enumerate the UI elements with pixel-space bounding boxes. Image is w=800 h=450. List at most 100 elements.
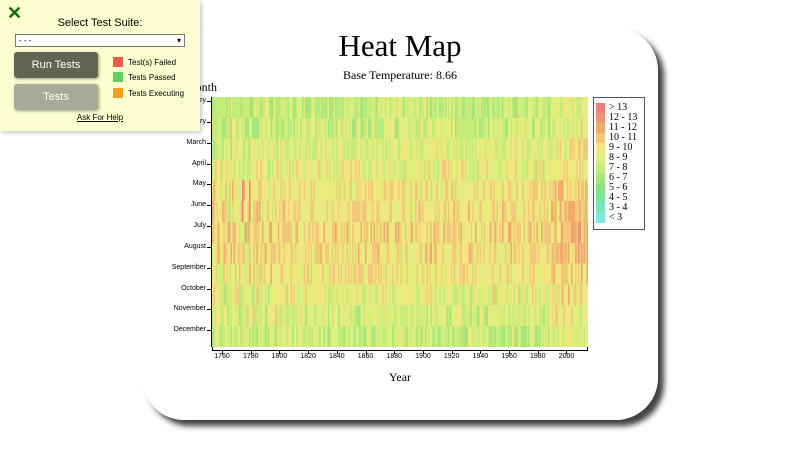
heat-cell: [373, 201, 376, 223]
heat-cell: [486, 326, 489, 347]
heat-cell: [222, 305, 224, 327]
heat-cell: [499, 97, 502, 119]
heat-cell: [294, 201, 297, 223]
heat-cell: [253, 305, 256, 327]
heat-cell: [233, 180, 236, 202]
heat-cell: [220, 97, 223, 119]
heat-cell: [276, 222, 279, 244]
heat-cell: [386, 222, 389, 244]
heat-cell: [430, 222, 433, 244]
heat-cell: [412, 138, 414, 160]
heat-cell: [507, 97, 510, 119]
heat-cell: [555, 242, 557, 264]
heat-cell: [244, 138, 247, 160]
heat-cell: [402, 242, 404, 264]
heat-cell: [357, 117, 360, 139]
heat-cell: [563, 201, 566, 223]
heat-cell: [555, 326, 557, 347]
heat-cell: [522, 284, 525, 306]
heat-cell: [397, 117, 400, 139]
heat-cell: [586, 222, 588, 244]
heat-cell: [329, 242, 332, 264]
heat-cell: [406, 326, 409, 347]
heat-cell: [547, 180, 550, 202]
heat-cell: [435, 222, 437, 244]
heat-cell: [236, 326, 239, 347]
heat-cell: [439, 117, 442, 139]
heat-cell: [324, 97, 327, 119]
heat-cell: [466, 242, 469, 264]
heat-cell: [432, 201, 434, 223]
heat-cell: [529, 138, 532, 160]
heat-cell: [419, 138, 422, 160]
heat-cell: [402, 222, 404, 244]
heat-cell: [264, 138, 267, 160]
close-icon[interactable]: ✕: [7, 3, 23, 23]
heat-cell: [499, 138, 502, 160]
heat-cell: [439, 201, 442, 223]
heat-cell: [519, 97, 522, 119]
heat-cell: [427, 263, 430, 285]
heat-cell: [500, 263, 503, 285]
heat-cell: [425, 222, 427, 244]
heat-cell: [274, 97, 277, 119]
heat-cell: [300, 180, 303, 202]
tests-button[interactable]: Tests: [14, 84, 98, 110]
heat-cell: [513, 117, 516, 139]
heat-cell: [527, 263, 530, 285]
heat-cell: [309, 305, 312, 327]
heat-cell: [220, 242, 223, 264]
heat-cell: [585, 242, 587, 264]
heat-cell: [346, 284, 349, 306]
heat-cell: [229, 326, 231, 347]
test-suite-select[interactable]: - - - ▾: [15, 34, 185, 47]
heat-cell: [324, 222, 327, 244]
heat-cell: [320, 263, 323, 285]
heat-cell: [537, 242, 540, 264]
heat-cell: [376, 97, 379, 119]
heat-cell: [407, 159, 410, 181]
heat-cell: [483, 242, 486, 264]
heat-cell: [372, 305, 374, 327]
heat-cell: [533, 242, 536, 264]
heat-cell: [379, 180, 382, 202]
heat-cell: [217, 117, 220, 139]
heat-cell: [479, 117, 482, 139]
heat-cell: [449, 263, 452, 285]
heat-cell: [234, 97, 237, 119]
heat-cell: [452, 284, 455, 306]
heat-cell: [299, 263, 302, 285]
heat-cell: [257, 117, 260, 139]
run-tests-button[interactable]: Run Tests: [14, 52, 98, 78]
heat-cell: [469, 263, 472, 285]
heat-cell: [576, 222, 579, 244]
heat-cell: [576, 263, 579, 285]
ask-for-help-link[interactable]: Ask For Help: [76, 113, 124, 122]
heat-cell: [512, 326, 515, 347]
heat-cell: [569, 284, 572, 306]
heat-cell: [416, 222, 419, 244]
heat-cell: [557, 201, 560, 223]
heat-cell: [585, 138, 587, 160]
heat-cell: [486, 97, 489, 119]
heat-cell: [426, 138, 429, 160]
heat-cell: [523, 138, 526, 160]
heat-cell: [467, 305, 470, 327]
heat-cell: [480, 284, 483, 306]
heat-cell: [277, 117, 280, 139]
heat-cell: [502, 159, 505, 181]
heat-cell: [515, 159, 517, 181]
heat-cell: [560, 117, 563, 139]
heat-cell: [493, 284, 496, 306]
x-axis-start-tick: [212, 347, 213, 351]
heat-cell: [549, 117, 552, 139]
heatmap: [212, 97, 588, 347]
heat-cell: [237, 326, 240, 347]
heat-cell: [456, 242, 459, 264]
heat-cell: [349, 201, 352, 223]
heat-cell: [362, 305, 364, 327]
heat-cell: [387, 97, 390, 119]
heat-cell: [580, 97, 583, 119]
heat-cell: [310, 242, 313, 264]
heat-cell: [223, 305, 226, 327]
